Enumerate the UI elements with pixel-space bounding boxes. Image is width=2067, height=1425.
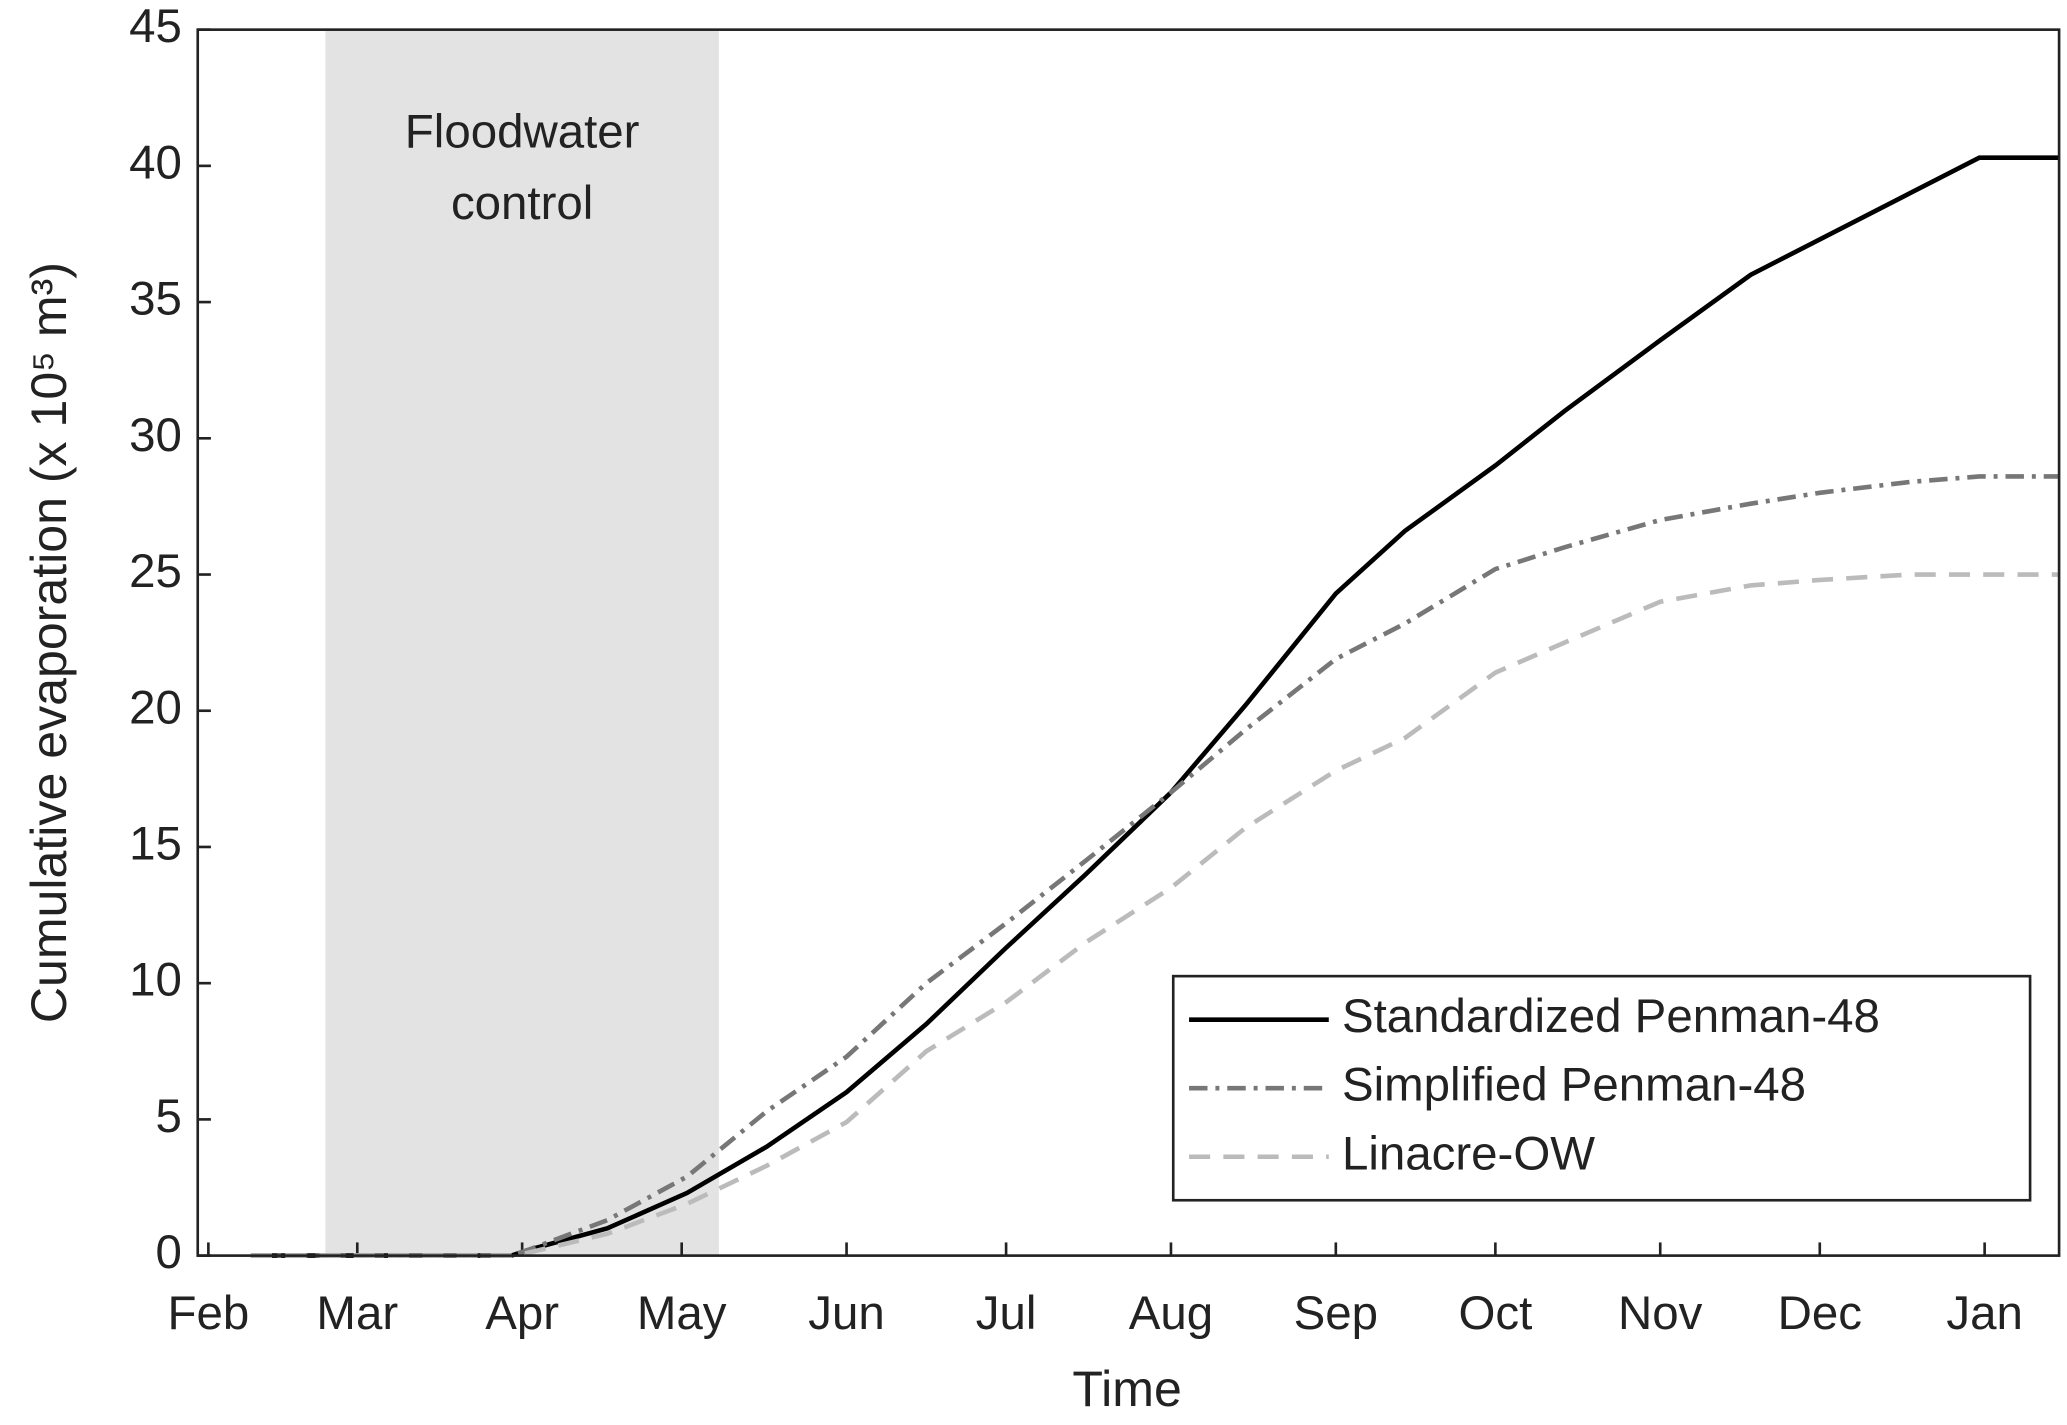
x-tick-label: Sep [1294,1287,1378,1340]
y-tick-label: 25 [129,545,182,598]
series-line [250,474,2060,1258]
x-tick-label: Dec [1778,1287,1862,1340]
legend-label: Linacre-OW [1342,1127,1595,1180]
y-tick-label: 10 [129,954,182,1007]
x-tick-label: Oct [1458,1287,1532,1340]
series-line [250,572,2060,1258]
shaded-span [325,29,719,1256]
x-axis-label: Time [1072,1361,1181,1417]
x-tick-label: Jun [808,1287,884,1340]
x-tick-label: Apr [485,1287,559,1340]
plot-frame [196,28,2061,1257]
x-tick-label: Nov [1618,1287,1703,1340]
legend-label: Simplified Penman-48 [1342,1059,1806,1112]
span-label: control [451,177,593,230]
y-tick-label: 30 [129,409,182,462]
legend-label: Standardized Penman-48 [1342,990,1880,1043]
y-tick-label: 15 [129,817,182,870]
series-line [250,155,2060,1258]
x-tick-label: Aug [1129,1287,1213,1340]
span-label: Floodwater [405,106,640,159]
y-axis-label: Cumulative evaporation (x 10⁵ m³) [21,262,77,1023]
x-tick-label: Mar [316,1287,398,1340]
x-tick-label: Jul [976,1287,1037,1340]
x-tick-label: Jan [1946,1287,2022,1340]
x-tick-label: Feb [167,1287,249,1340]
y-tick-label: 5 [156,1090,182,1143]
y-tick-label: 45 [129,0,182,53]
x-tick-label: May [637,1287,727,1340]
y-tick-label: 40 [129,136,182,189]
y-tick-label: 0 [156,1226,182,1279]
y-tick-label: 20 [129,681,182,734]
y-tick-label: 35 [129,273,182,326]
